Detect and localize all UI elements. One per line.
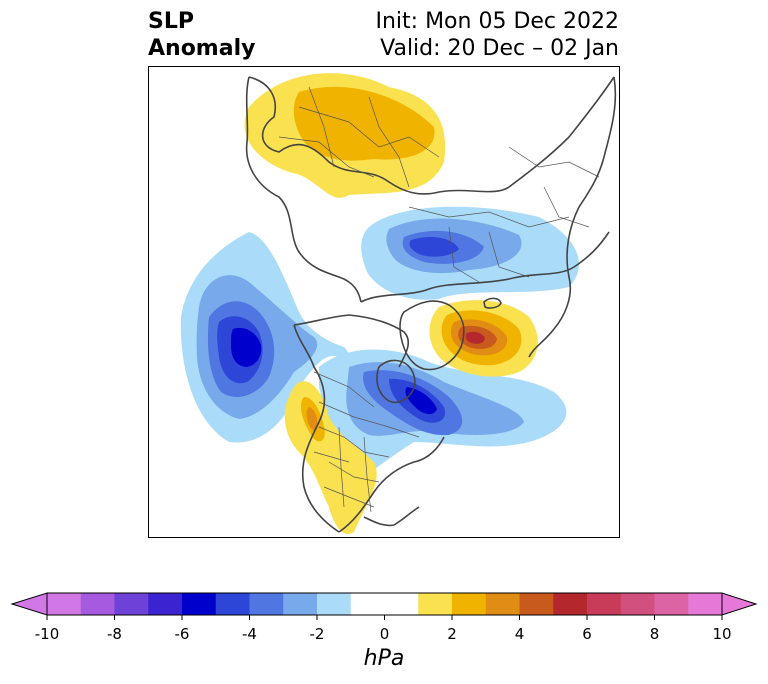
colorbar-bin <box>519 593 554 615</box>
colorbar-bin <box>80 593 115 615</box>
anomaly-shading <box>180 73 579 535</box>
colorbar-bin <box>654 593 689 615</box>
colorbar: -10 -8 -6 -4 -2 0 2 4 6 8 10 hPa <box>0 580 768 684</box>
colorbar-tick-label: 10 <box>712 625 732 643</box>
europe-high-contours <box>244 73 446 198</box>
colorbar-bin <box>553 593 588 615</box>
siberia-low-contours <box>361 206 579 300</box>
colorbar-svg <box>10 592 758 620</box>
colorbar-tick-label: -10 <box>34 625 60 643</box>
colorbar-tick-label: 2 <box>447 625 457 643</box>
colorbar-bin <box>283 593 318 615</box>
colorbar-bin <box>249 593 284 615</box>
colorbar-bin <box>452 593 487 615</box>
greenland-high-contours <box>429 300 538 377</box>
colorbar-bin <box>47 593 82 615</box>
map-svg <box>180 73 617 535</box>
colorbar-bin <box>620 593 655 615</box>
colorbar-tick-label: -2 <box>309 625 325 643</box>
colorbar-bin <box>587 593 622 615</box>
canada-low-contours <box>314 349 567 487</box>
colorbar-tick-label: 0 <box>379 625 390 643</box>
colorbar-tick-label: -8 <box>107 625 122 643</box>
western-na-high-contours <box>284 381 377 535</box>
colorbar-bin <box>688 593 723 615</box>
colorbar-bin <box>148 593 183 615</box>
colorbar-bin <box>384 593 419 615</box>
title-line-1: SLP <box>148 9 194 34</box>
forecast-dates: Init: Mon 05 Dec 2022 Valid: 20 Dec – 02… <box>376 8 620 62</box>
colorbar-bin <box>182 593 217 615</box>
colorbar-bin <box>114 593 149 615</box>
valid-range: Valid: 20 Dec – 02 Jan <box>380 36 619 61</box>
coastlines <box>245 76 617 533</box>
colorbar-tick-label: 8 <box>649 625 660 643</box>
colorbar-bin <box>485 593 520 615</box>
pacific-low-contours <box>180 232 350 443</box>
political-borders <box>278 86 600 513</box>
colorbar-bin <box>215 593 250 615</box>
colorbar-tick-label: 6 <box>582 625 592 643</box>
map-title: SLP Anomaly <box>148 8 255 62</box>
colorbar-tick-label: -6 <box>174 625 190 643</box>
anomaly-map <box>148 66 620 538</box>
colorbar-bin <box>350 593 385 615</box>
colorbar-extend-max <box>721 592 758 616</box>
colorbar-tick-label: 4 <box>514 625 525 643</box>
colorbar-tick-label: -4 <box>242 625 257 643</box>
colorbar-bin <box>317 593 352 615</box>
colorbar-bin <box>418 593 453 615</box>
init-date: Init: Mon 05 Dec 2022 <box>375 9 620 34</box>
title-line-2: Anomaly <box>148 36 256 61</box>
colorbar-extend-min <box>10 592 48 616</box>
unit-label: hPa <box>363 646 405 671</box>
